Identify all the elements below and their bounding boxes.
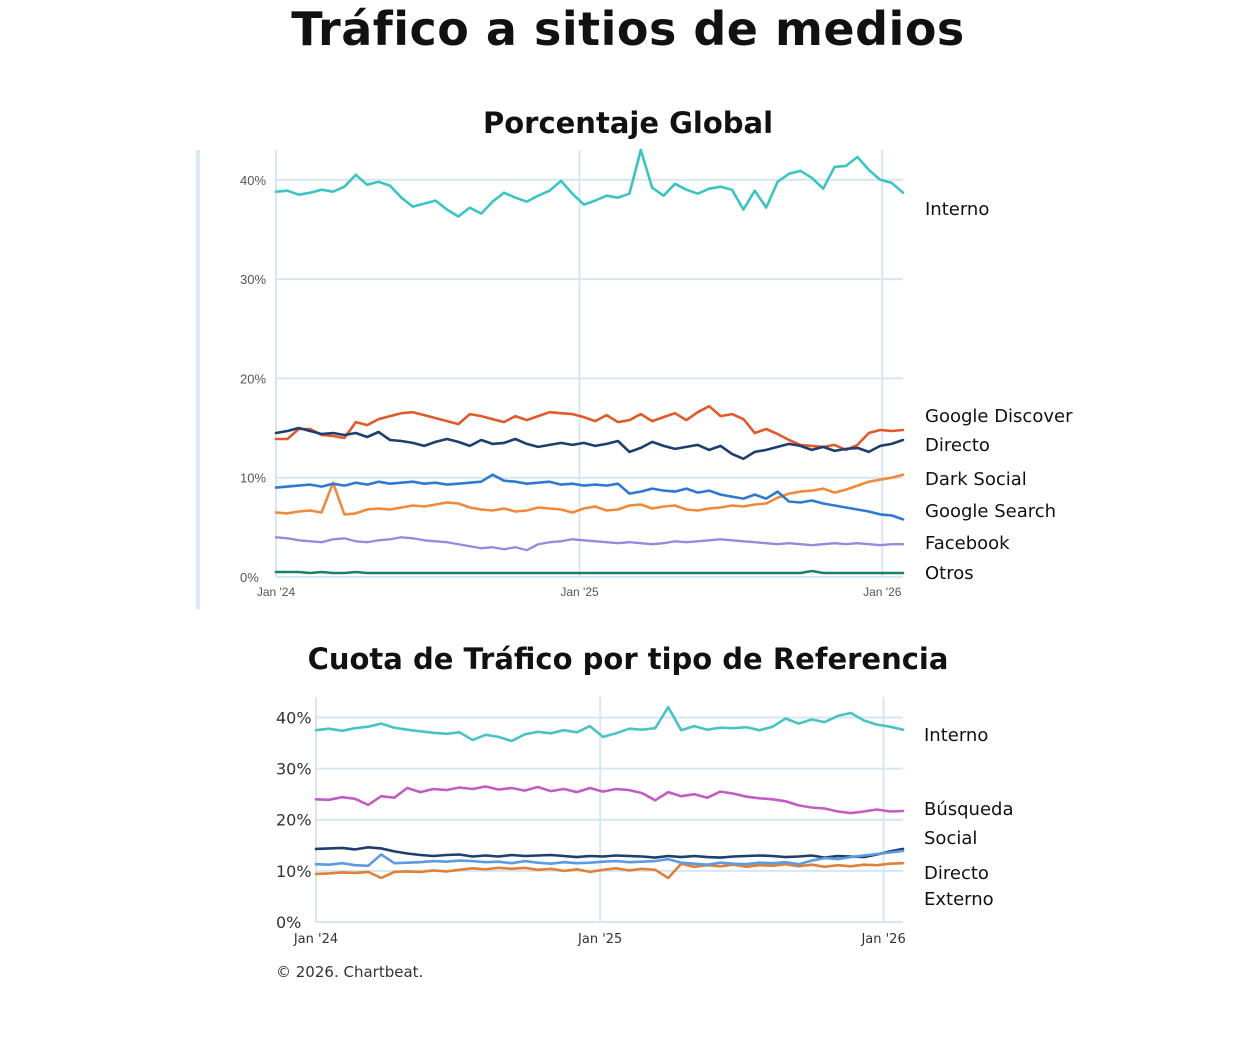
y-tick-label: 0%	[276, 913, 301, 932]
legend-label-interno: Interno	[924, 725, 988, 746]
legend-label-externo: Externo	[924, 889, 994, 910]
y-tick-label: 10%	[276, 862, 312, 881]
legend-label-interno: Interno	[925, 199, 989, 220]
legend-label-facebook: Facebook	[925, 533, 1010, 554]
y-tick-label: 30%	[240, 272, 266, 287]
legend-label-otros: Otros	[925, 563, 974, 584]
x-tick-label: Jan '26	[863, 585, 902, 599]
series-line-google-discover	[274, 404, 905, 452]
legend-label-busqueda: Búsqueda	[924, 799, 1014, 820]
series-line-busqueda	[314, 785, 905, 815]
series-line-directo	[274, 426, 905, 461]
series-line-interno	[314, 705, 905, 743]
legend-label-google-discover: Google Discover	[925, 406, 1073, 427]
y-tick-label: 20%	[276, 811, 312, 830]
legend-label-google-search: Google Search	[925, 501, 1056, 522]
legend-label-social: Social	[924, 828, 977, 849]
copyright-footer: © 2026. Chartbeat.	[276, 963, 424, 981]
y-tick-label: 0%	[240, 570, 259, 585]
series-line-social	[314, 845, 905, 859]
series-line-otros	[274, 569, 905, 575]
series-line-externo	[314, 849, 905, 868]
legend-label-directo: Directo	[925, 435, 990, 456]
page-title: Tráfico a sitios de medios	[291, 2, 965, 56]
x-tick-label: Jan '25	[560, 585, 599, 599]
legend-label-dark-social: Dark Social	[925, 469, 1027, 490]
x-tick-label: Jan '26	[860, 932, 905, 947]
x-tick-label: Jan '25	[577, 932, 622, 947]
series-line-facebook	[274, 536, 905, 552]
series-line-directo	[314, 861, 905, 880]
series-line-interno	[274, 148, 905, 218]
series-line-google-search	[274, 473, 905, 521]
y-tick-label: 10%	[240, 471, 266, 486]
chart-title-referencia: Cuota de Tráfico por tipo de Referencia	[307, 642, 949, 676]
y-tick-label: 40%	[240, 173, 266, 188]
x-tick-label: Jan '24	[293, 932, 338, 947]
y-tick-label: 30%	[276, 760, 312, 779]
y-tick-label: 20%	[240, 371, 266, 386]
legend-label-directo: Directo	[924, 863, 989, 884]
x-tick-label: Jan '24	[257, 585, 296, 599]
y-tick-label: 40%	[276, 708, 312, 727]
chart-title-global: Porcentaje Global	[482, 106, 774, 140]
series-line-dark-social	[274, 473, 905, 516]
